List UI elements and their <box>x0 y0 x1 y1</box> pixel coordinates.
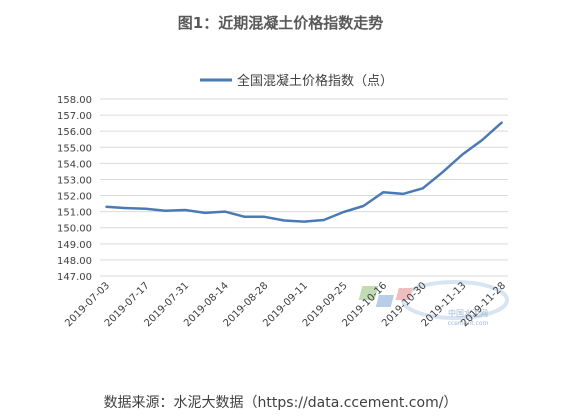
data-point <box>125 207 127 209</box>
data-point <box>481 139 484 141</box>
y-tick-label: 147.00 <box>57 272 92 283</box>
data-point <box>144 207 147 210</box>
chart-title: 图1：近期混凝土价格指数走势 <box>177 14 384 32</box>
y-tick-label: 152.00 <box>57 192 92 203</box>
legend-label: 全国混凝土价格指数（点） <box>237 73 393 89</box>
y-axis-ticks: 158.00 157.00 156.00 155.00 154.00 153.00 152.… <box>57 95 92 283</box>
data-point <box>342 211 345 213</box>
y-tick-label: 158.00 <box>57 95 92 106</box>
legend: 全国混凝土价格指数（点） <box>200 73 393 89</box>
data-source: 数据来源：水泥大数据（https://data.ccement.com/） <box>103 395 458 411</box>
y-tick-label: 156.00 <box>57 127 92 138</box>
data-point <box>441 171 444 174</box>
watermark-logo: 中国水泥网 ccement.com <box>358 280 509 327</box>
data-point <box>164 210 167 212</box>
data-point <box>461 153 464 156</box>
data-point <box>382 191 385 194</box>
y-tick-label: 148.00 <box>57 256 92 267</box>
data-point <box>184 209 186 211</box>
series-group <box>105 121 503 223</box>
data-point <box>243 215 246 218</box>
y-tick-label: 155.00 <box>57 143 92 154</box>
y-tick-label: 153.00 <box>57 175 92 186</box>
x-axis-ticks: 2019-07-032019-07-172019-07-312019-08-14… <box>63 280 508 329</box>
y-tick-label: 149.00 <box>57 240 92 251</box>
y-tick-label: 157.00 <box>57 111 92 122</box>
data-point <box>501 121 503 124</box>
y-tick-label: 151.00 <box>57 208 92 219</box>
data-point <box>224 210 226 213</box>
grid-lines <box>100 98 508 277</box>
data-point <box>402 193 404 195</box>
data-point <box>283 219 286 222</box>
data-point <box>362 205 365 207</box>
watermark-subtext: ccement.com <box>448 320 489 327</box>
data-point <box>323 219 325 221</box>
data-point <box>105 206 107 208</box>
watermark-text: 中国水泥网 <box>448 308 488 318</box>
data-point <box>303 220 305 223</box>
data-point <box>204 212 206 214</box>
data-point <box>263 215 266 218</box>
y-tick-label: 154.00 <box>57 159 92 170</box>
y-tick-label: 150.00 <box>57 224 92 235</box>
data-point <box>422 187 424 190</box>
